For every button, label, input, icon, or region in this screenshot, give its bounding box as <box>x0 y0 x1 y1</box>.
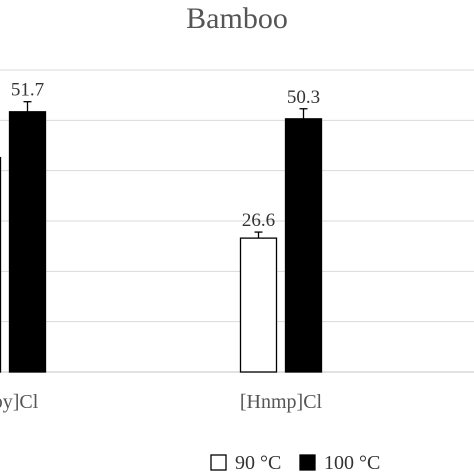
bar-90c-1 <box>239 237 278 373</box>
bar-100c-0 <box>8 111 47 373</box>
bar-100c-1 <box>284 118 323 373</box>
chart-title: Bamboo <box>186 2 288 35</box>
category-label: [Hnmp]Cl <box>240 391 323 413</box>
data-label: 50.3 <box>287 87 320 108</box>
legend-swatch-90c <box>210 454 227 471</box>
data-label: 51.7 <box>11 80 44 101</box>
legend-swatch-100c <box>299 454 316 471</box>
category-labels: [Hpy]Cl [Hnmp]Cl <box>0 391 323 413</box>
category-label: [Hpy]Cl <box>0 391 39 413</box>
bars: 42.651.726.650.3 <box>0 80 323 373</box>
grid-lines <box>0 69 474 323</box>
legend: 90 °C 100 °C <box>210 452 380 474</box>
legend-label-100c: 100 °C <box>324 452 380 474</box>
data-label: 26.6 <box>242 210 275 231</box>
bar-90c-0 <box>0 156 2 373</box>
legend-label-90c: 90 °C <box>235 452 281 474</box>
